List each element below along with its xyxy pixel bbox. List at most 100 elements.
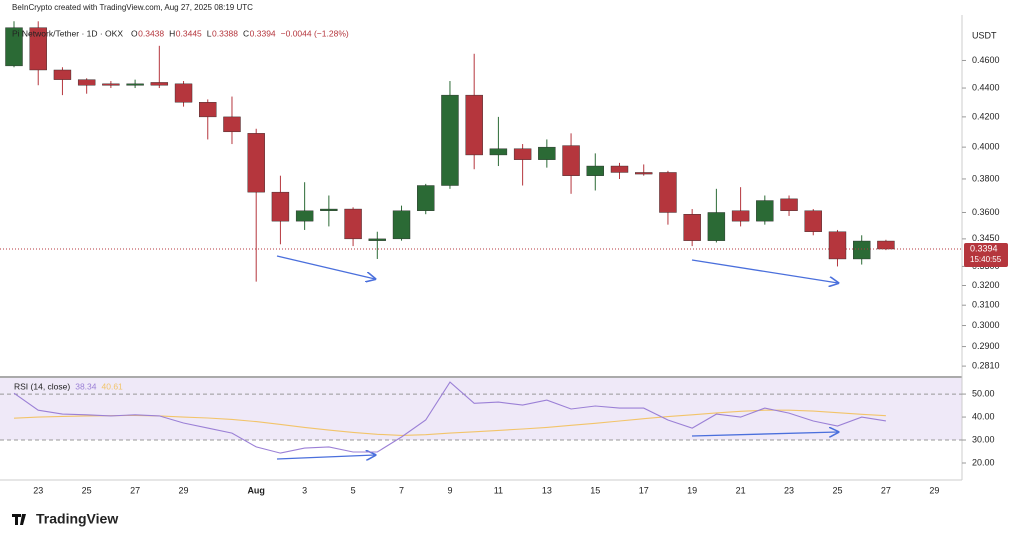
- x-tick-label: 25: [82, 485, 92, 495]
- candle-body: [320, 208, 338, 211]
- logo: TradingView: [12, 511, 118, 527]
- y-tick-label: 0.2900: [972, 341, 1000, 351]
- y-tick-label: 0.4600: [972, 55, 1000, 65]
- rsi-legend-value: 38.34: [75, 381, 97, 391]
- candle-body: [780, 198, 798, 211]
- ohlc-key: C: [243, 28, 249, 38]
- candle-body: [223, 116, 241, 133]
- candle-body: [344, 208, 362, 240]
- x-tick-label: 23: [784, 485, 794, 495]
- candle-body: [5, 27, 23, 67]
- candle-body: [29, 27, 47, 71]
- candle-body: [610, 165, 629, 173]
- x-tick-label: 29: [929, 485, 939, 495]
- x-tick-label: 11: [494, 485, 503, 495]
- x-tick-label: 27: [130, 485, 140, 495]
- y-tick-label: 0.3600: [972, 207, 1000, 217]
- y-tick-label: 0.3200: [972, 280, 1000, 290]
- x-tick-label: 29: [179, 485, 189, 495]
- candle-body: [271, 191, 290, 222]
- x-tick-label: 5: [351, 485, 356, 495]
- y-tick-label: 0.4400: [972, 82, 1000, 92]
- divergence-arrow: [691, 259, 838, 283]
- y-tick-label: 40.00: [972, 411, 995, 421]
- divergence-arrow: [276, 455, 375, 459]
- x-tick-label: 23: [33, 485, 43, 495]
- ohlc-key: O: [131, 28, 138, 38]
- last-price-tag: [964, 243, 1008, 268]
- candle-body: [126, 83, 144, 86]
- rsi-line: [13, 381, 886, 454]
- candle-body: [877, 240, 895, 250]
- candle-body: [77, 79, 96, 86]
- candle-body: [465, 94, 483, 156]
- candle-body: [756, 200, 774, 222]
- candle-body: [659, 172, 677, 213]
- y-tick-label: 0.3000: [972, 320, 1000, 330]
- credit: BeInCrypto created with TradingView.com,…: [12, 3, 253, 12]
- ohlc-value: 0.3388: [212, 28, 238, 38]
- candle-body: [199, 102, 217, 118]
- candle-body: [368, 238, 386, 241]
- rsi-title: RSI (14, close): [14, 381, 70, 391]
- y-tick-label: 0.2810: [972, 360, 1000, 370]
- y-tick-label: 50.00: [972, 388, 995, 398]
- candle-body: [586, 165, 604, 176]
- countdown: 15:40:55: [970, 255, 1002, 264]
- candle-body: [731, 210, 750, 222]
- candle-body: [441, 94, 459, 186]
- x-tick-label: 21: [736, 485, 746, 495]
- rsi-legend-value: 40.61: [102, 381, 124, 391]
- candle-body: [150, 82, 169, 86]
- x-tick-label: 17: [639, 485, 649, 495]
- x-tick-label: Aug: [247, 485, 265, 495]
- ohlc-value: 0.3394: [250, 28, 276, 38]
- candle-body: [804, 210, 822, 232]
- candle-body: [392, 210, 411, 240]
- divergence-arrow: [276, 255, 375, 279]
- y-tick-label: 0.4200: [972, 111, 1000, 121]
- candle-body: [247, 133, 265, 193]
- candle-body: [538, 146, 556, 160]
- candle-body: [174, 83, 193, 103]
- y-tick-label: 0.3450: [972, 233, 1000, 243]
- candle-body: [489, 148, 508, 156]
- x-tick-label: 13: [542, 485, 552, 495]
- y-tick-label: 0.4000: [972, 142, 1000, 152]
- x-tick-label: 3: [302, 485, 307, 495]
- candle-body: [828, 231, 847, 260]
- x-tick-label: 15: [590, 485, 600, 495]
- logo-text: TradingView: [36, 511, 118, 527]
- x-tick-label: 7: [399, 485, 404, 495]
- rsi-band-fill: [0, 378, 962, 440]
- candle-body: [102, 83, 120, 86]
- y-tick-label: 20.00: [972, 457, 995, 467]
- candle-body: [417, 185, 435, 211]
- candle-body: [513, 148, 532, 160]
- candle-body: [707, 212, 726, 241]
- symbol-title: Pi Network/Tether · 1D · OKX: [12, 28, 123, 38]
- candle-body: [53, 69, 72, 80]
- candle-body: [683, 214, 701, 241]
- y-tick-label: 30.00: [972, 434, 995, 444]
- x-tick-label: 25: [832, 485, 842, 495]
- candle-body: [853, 240, 871, 260]
- y-tick-label: 0.3100: [972, 300, 1000, 310]
- y-tick-label: 0.3800: [972, 173, 1000, 183]
- x-tick-label: 19: [687, 485, 697, 495]
- change-label: −0.0044 (−1.28%): [281, 28, 349, 38]
- x-tick-label: 27: [881, 485, 891, 495]
- candle-body: [295, 210, 314, 222]
- last-price-label: 0.3394: [970, 243, 998, 253]
- y-axis-label: USDT: [972, 30, 997, 40]
- divergence-arrow: [691, 432, 838, 436]
- ohlc-key: H: [169, 28, 175, 38]
- ohlc-key: L: [207, 28, 212, 38]
- x-tick-label: 9: [447, 485, 452, 495]
- ohlc-value: 0.3438: [138, 28, 164, 38]
- candle-body: [562, 145, 580, 176]
- ohlc-value: 0.3445: [176, 28, 202, 38]
- candle-body: [635, 172, 653, 175]
